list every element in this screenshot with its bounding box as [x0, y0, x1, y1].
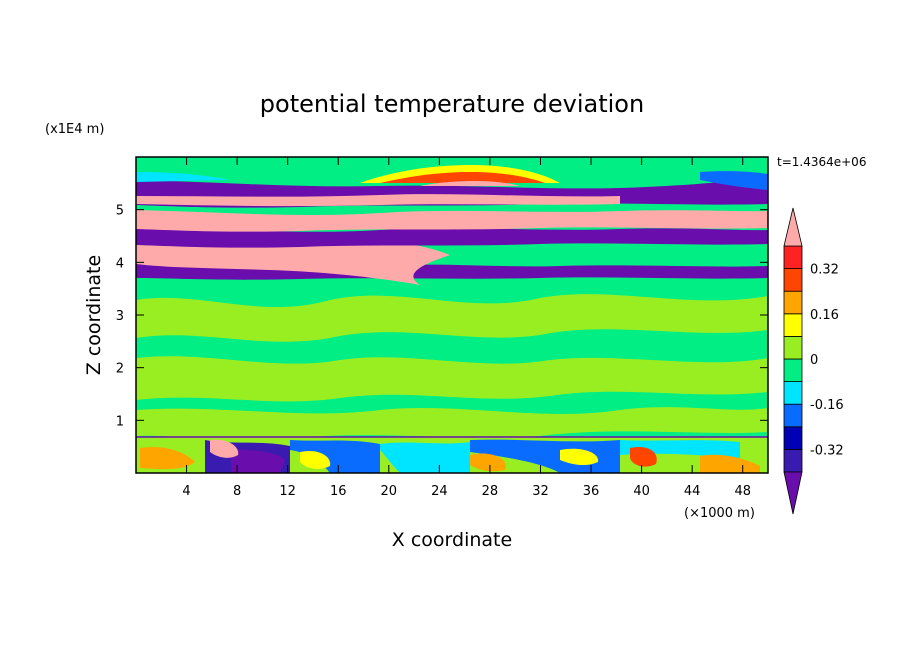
colorbar-swatch — [783, 358, 803, 383]
x-tick-label: 16 — [330, 484, 347, 499]
cool-patch — [700, 171, 768, 190]
negative-band — [136, 228, 768, 248]
negative-band — [136, 262, 768, 280]
x-unit-label: (×1000 m) — [684, 506, 755, 521]
positive-eddy — [140, 446, 195, 470]
y-axis-label: Z coordinate — [83, 255, 105, 375]
x-tick-label: 24 — [431, 484, 448, 499]
colorbar-swatch — [783, 381, 803, 405]
negative-eddy — [380, 442, 470, 473]
colorbar-tick-label: 0.16 — [810, 308, 839, 323]
x-tick-label: 44 — [684, 484, 701, 499]
colorbar-tick-label: 0.32 — [810, 263, 839, 278]
y-axis: 1 2 3 4 5 — [116, 204, 768, 429]
colorbar-swatch — [783, 335, 803, 360]
positive-band — [136, 237, 450, 285]
colorbar-tick-label: -0.16 — [810, 398, 844, 413]
positive-eddy — [700, 454, 760, 473]
y-tick-label: 4 — [116, 256, 124, 271]
warm-cap — [380, 172, 545, 183]
colorbar-extend-high — [783, 207, 803, 247]
x-tick-label: 20 — [381, 484, 398, 499]
positive-patch — [136, 294, 768, 342]
positive-eddy — [300, 450, 331, 469]
positive-band — [136, 194, 620, 207]
positive-eddy — [560, 448, 599, 466]
positive-eddy — [630, 446, 657, 467]
colorbar-swatch — [783, 268, 803, 292]
positive-eddy — [470, 453, 506, 472]
positive-patch — [136, 407, 768, 440]
plot-area — [136, 157, 768, 473]
y-tick-label: 5 — [116, 204, 124, 219]
positive-band — [136, 210, 768, 232]
positive-patch — [136, 356, 768, 402]
warm-cap — [420, 181, 520, 186]
colorbar-tick-label: -0.32 — [810, 443, 844, 458]
y-tick-label: 3 — [116, 309, 124, 324]
y-tick-label: 2 — [116, 362, 124, 377]
x-tick-label: 36 — [583, 484, 600, 499]
colorbar-swatch — [783, 313, 803, 337]
x-tick-label: 8 — [233, 484, 241, 499]
x-tick-label: 48 — [734, 484, 751, 499]
colorbar-swatch — [783, 290, 803, 315]
x-tick-label: 28 — [482, 484, 499, 499]
positive-eddy — [210, 439, 239, 458]
x-axis: 4 8 12 16 20 24 28 32 36 40 44 48 — [182, 157, 751, 499]
time-label: t=1.4364e+06 — [777, 155, 866, 169]
negative-eddy — [290, 440, 380, 473]
colorbar-tick-label: 0 — [810, 353, 818, 368]
colorbar: 0.32 0.16 0 -0.16 -0.32 — [783, 207, 844, 515]
chart-title: potential temperature deviation — [260, 90, 644, 118]
x-tick-label: 32 — [532, 484, 549, 499]
x-tick-label: 4 — [182, 484, 190, 499]
negative-eddy — [230, 448, 285, 473]
colorbar-swatch — [783, 426, 803, 450]
colorbar-swatch — [783, 403, 803, 428]
y-unit-label: (x1E4 m) — [45, 122, 104, 137]
x-axis-label: X coordinate — [392, 529, 512, 551]
colorbar-swatch — [783, 245, 803, 270]
x-tick-label: 40 — [633, 484, 650, 499]
cool-patch — [136, 172, 230, 182]
colorbar-swatch — [783, 448, 803, 473]
y-tick-label: 1 — [116, 414, 124, 429]
colorbar-extend-low — [783, 471, 803, 515]
x-tick-label: 12 — [279, 484, 296, 499]
